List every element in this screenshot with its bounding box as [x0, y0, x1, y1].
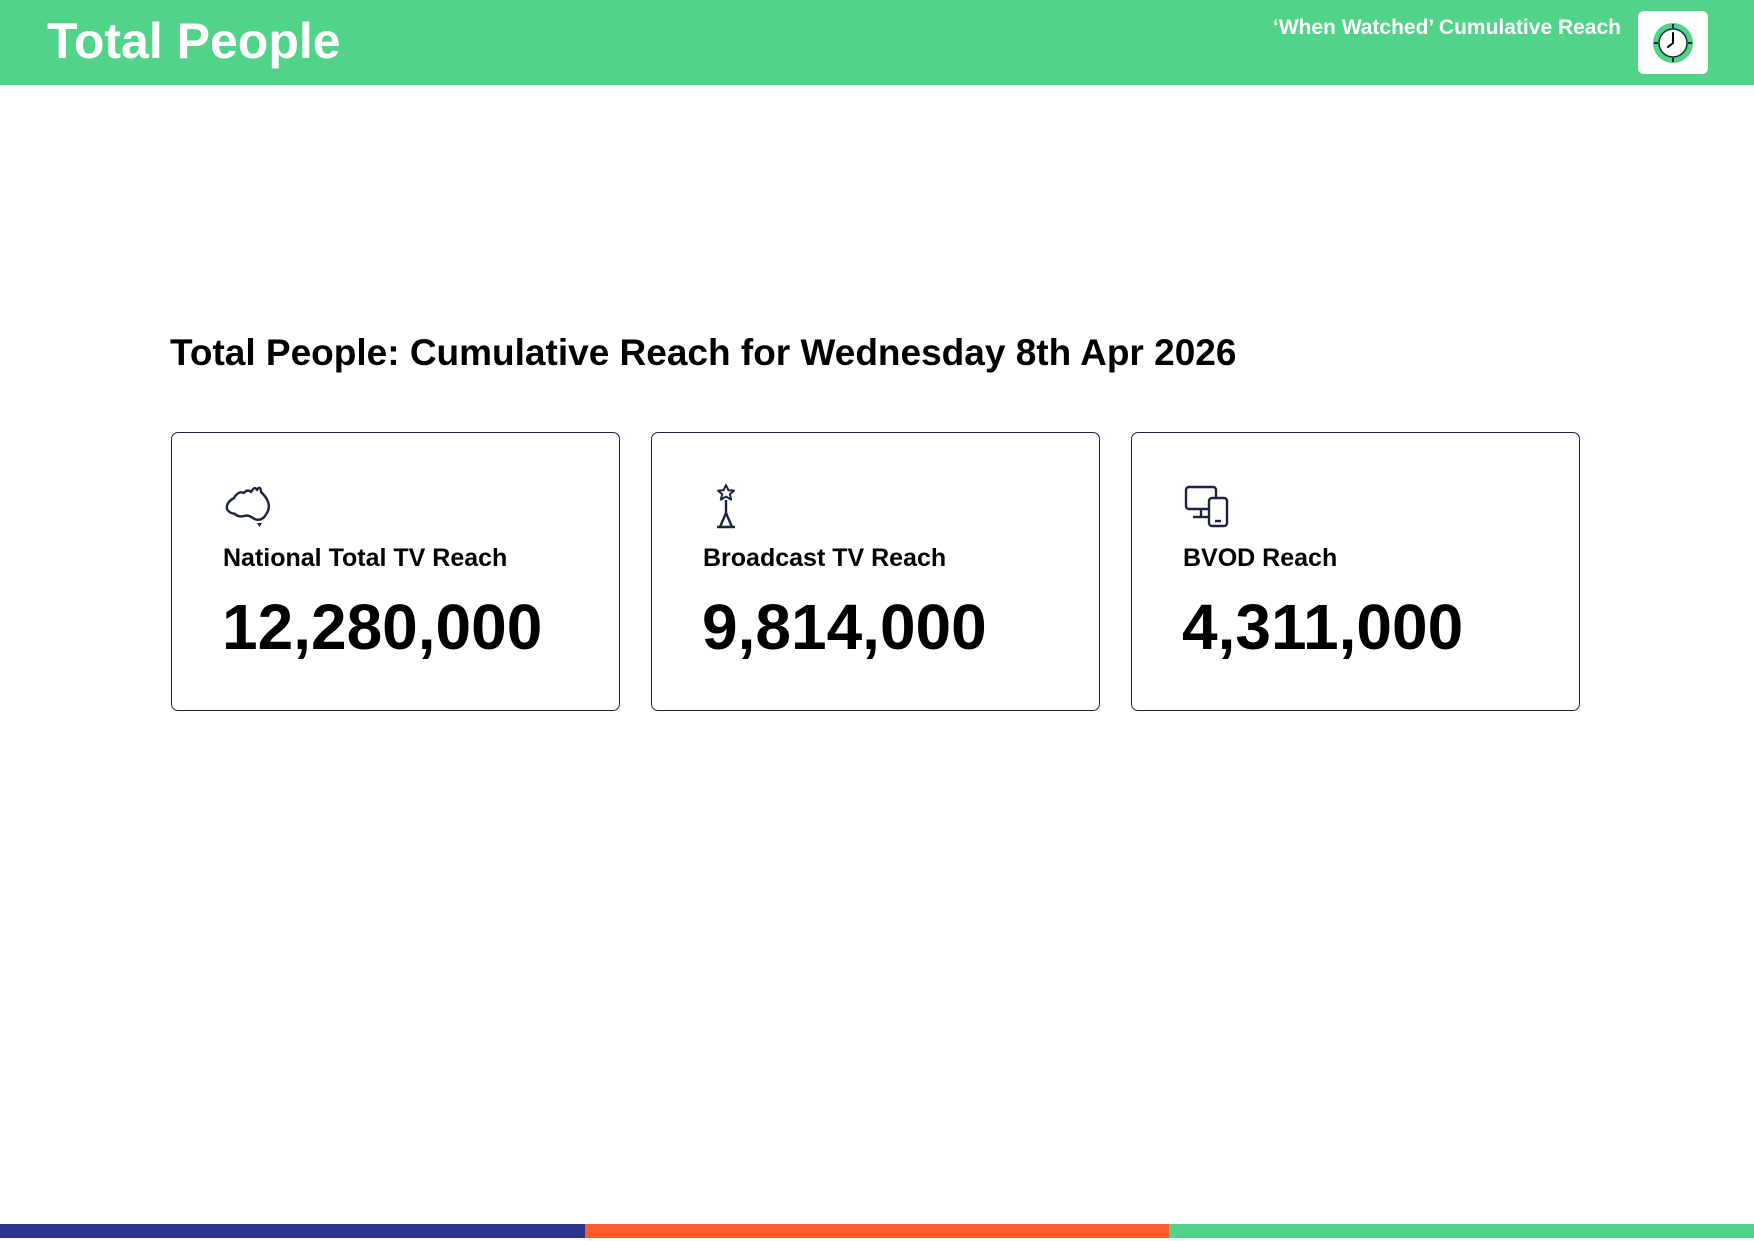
footer-segment-green [1169, 1224, 1754, 1238]
footer-color-bar [0, 1224, 1754, 1238]
card-value: 4,311,000 [1182, 591, 1464, 663]
report-subtitle: ‘When Watched’ Cumulative Reach [1272, 16, 1621, 39]
logo [1638, 11, 1708, 74]
page-title: Total People [47, 13, 341, 69]
card-value: 12,280,000 [222, 591, 543, 663]
clock-icon [1653, 22, 1693, 63]
footer-segment-navy [0, 1224, 585, 1238]
broadcast-tower-icon [717, 484, 735, 529]
header-bar: Total People ‘When Watched’ Cumulative R… [0, 0, 1754, 85]
card-value: 9,814,000 [702, 591, 987, 663]
broadcast-tv-reach-card: Broadcast TV Reach 9,814,000 [651, 432, 1100, 711]
card-label: National Total TV Reach [223, 544, 508, 572]
devices-icon [1184, 485, 1229, 528]
card-label: BVOD Reach [1183, 544, 1338, 572]
card-label: Broadcast TV Reach [703, 544, 947, 572]
australia-map-icon [225, 486, 270, 527]
footer-segment-orange [584, 1224, 1170, 1238]
national-total-tv-reach-card: National Total TV Reach 12,280,000 [171, 432, 620, 711]
bvod-reach-card: BVOD Reach 4,311,000 [1131, 432, 1580, 711]
section-title: Total People: Cumulative Reach for Wedne… [170, 332, 1237, 373]
